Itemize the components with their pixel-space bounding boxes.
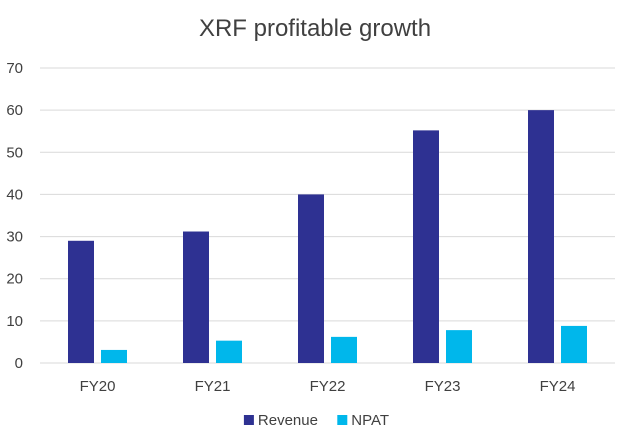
- y-tick-label: 70: [6, 60, 23, 77]
- legend-label-npat: NPAT: [351, 412, 389, 429]
- bar-npat-fy24: [561, 325, 587, 363]
- chart-title: XRF profitable growth: [199, 15, 431, 42]
- y-axis-ticks: 0 10 20 30 40 50 60 70: [6, 60, 23, 372]
- legend-label-revenue: Revenue: [258, 412, 318, 429]
- x-axis-ticks: FY20 FY21 FY22 FY23 FY24: [80, 378, 576, 395]
- legend-swatch-npat: [337, 415, 348, 425]
- y-tick-label: 10: [6, 313, 23, 330]
- x-tick-label: FY20: [80, 378, 116, 395]
- bar-revenue-fy24: [528, 110, 554, 364]
- y-tick-label: 20: [6, 271, 23, 288]
- bar-npat-fy20: [101, 349, 127, 363]
- y-tick-label: 50: [6, 144, 23, 161]
- y-tick-label: 0: [15, 355, 23, 372]
- y-tick-label: 60: [6, 102, 23, 119]
- bar-revenue-fy20: [68, 240, 94, 363]
- x-tick-label: FY23: [425, 378, 461, 395]
- y-tick-label: 40: [6, 186, 23, 203]
- bar-revenue-fy21: [183, 231, 209, 363]
- x-tick-label: FY24: [540, 378, 576, 395]
- x-tick-label: FY21: [195, 378, 231, 395]
- bar-npat-fy22: [331, 336, 357, 363]
- gridlines: [40, 67, 615, 364]
- bars: [68, 110, 587, 364]
- bar-revenue-fy23: [413, 130, 439, 363]
- bar-revenue-fy22: [298, 194, 324, 363]
- y-tick-label: 30: [6, 229, 23, 246]
- x-tick-label: FY22: [310, 378, 346, 395]
- legend: Revenue NPAT: [243, 412, 389, 429]
- bar-npat-fy21: [216, 340, 242, 363]
- legend-swatch-revenue: [243, 415, 254, 425]
- bar-npat-fy23: [446, 330, 472, 363]
